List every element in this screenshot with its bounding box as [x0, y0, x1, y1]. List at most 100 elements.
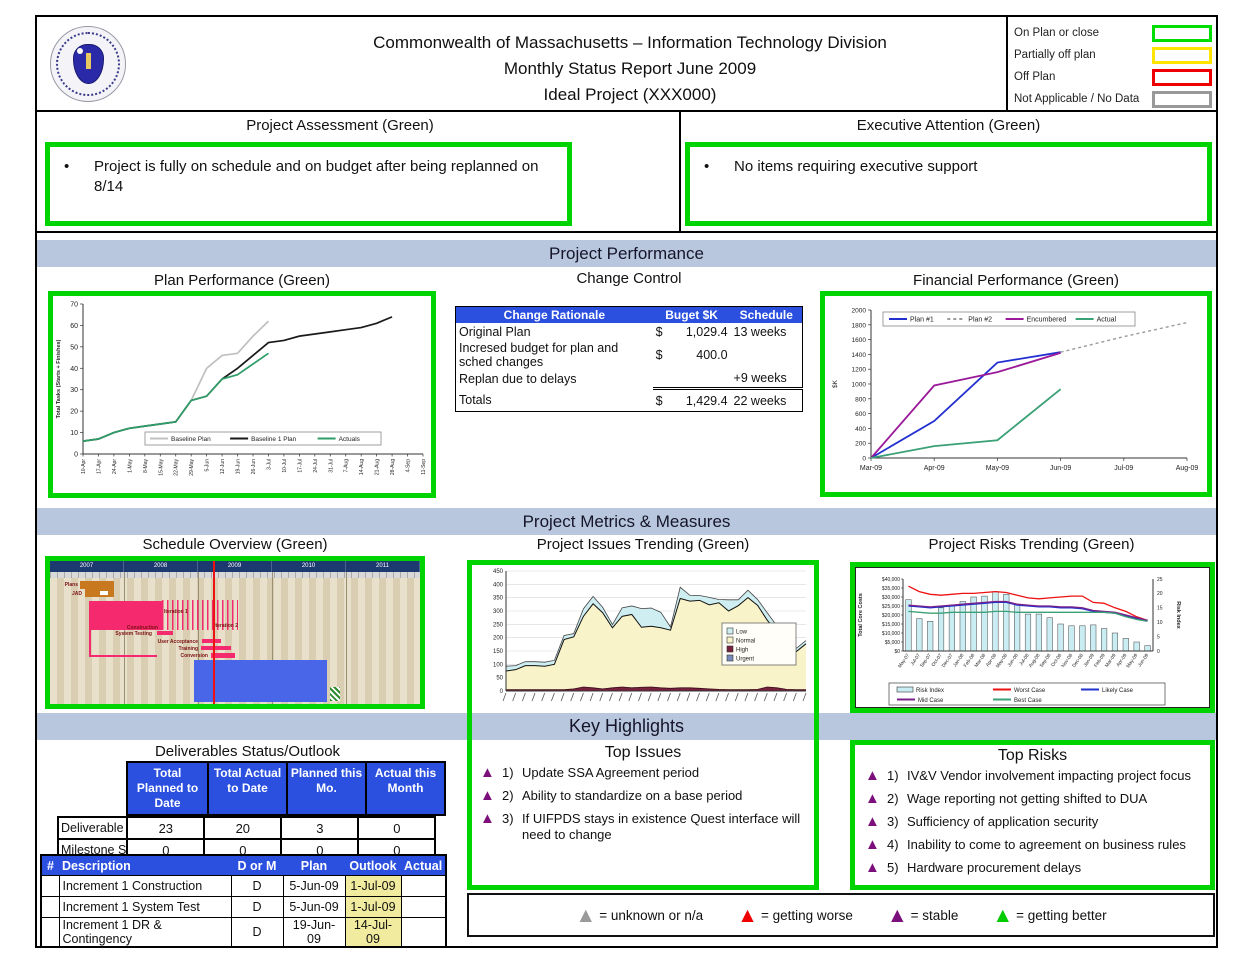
gantt-bracket-h	[89, 655, 157, 657]
risk-index-bar	[927, 621, 934, 652]
svg-text:24-Apr: 24-Apr	[112, 459, 118, 474]
status-legend-swatch	[1152, 46, 1212, 64]
seal-figure	[86, 53, 91, 69]
stable-triangle-icon: ▲	[865, 813, 880, 830]
item-text: Wage reporting not getting shifted to DU…	[907, 791, 1148, 806]
series-Mid Case	[908, 600, 1148, 622]
svg-text:2000: 2000	[852, 308, 867, 315]
svg-text:60: 60	[70, 323, 78, 330]
area-normal	[506, 597, 806, 691]
svg-text:17-Jul: 17-Jul	[297, 459, 303, 473]
gantt-year-label: 2008	[124, 561, 198, 572]
band-project-performance: Project Performance	[37, 240, 1216, 267]
plan-performance-chart: 0 10 20 30 40 50 60 70 10-Apr 17-Apr 24-Apr 1-May 8-…	[56, 302, 427, 476]
deliverables-header-cell: Total Planned to Date	[128, 763, 207, 814]
status-legend-item: On Plan or close	[1014, 22, 1212, 44]
report-title-line2: Monthly Status Report June 2009	[503, 59, 757, 78]
svg-text:5-Jun: 5-Jun	[205, 459, 211, 472]
list-item: ▲ 2) Ability to standardize on a base peri…	[480, 788, 808, 804]
page-frame	[35, 15, 1218, 948]
trend-legend-item: ▲ = stable	[887, 905, 958, 926]
trend-legend-item: ▲ = unknown or n/a	[575, 905, 703, 926]
massachusetts-seal-logo	[50, 26, 126, 102]
svg-text:$10,000: $10,000	[882, 631, 900, 637]
deliverables-header-cell: Planned this Mo.	[286, 763, 365, 814]
item-text: Ability to standardize on a base period	[522, 788, 743, 803]
financial-performance-chart: 0 200 400 600 800 1000 1200 1400 1600 1800 2000 Mar…	[832, 308, 1199, 473]
svg-text:20: 20	[70, 409, 78, 416]
item-number: 1)	[502, 765, 514, 780]
trend-triangle-icon: ▲	[575, 903, 597, 927]
gantt-task-label: Training	[178, 646, 198, 652]
row-label: Deliverable	[56, 816, 129, 840]
svg-text:400: 400	[855, 426, 866, 433]
col-description: Description	[59, 855, 231, 876]
svg-text:Aug-09: Aug-09	[1176, 465, 1199, 472]
gantt-tick-strip	[50, 572, 420, 578]
table-cell: D	[230, 896, 284, 918]
gantt-year-gridline	[272, 572, 273, 704]
svg-text:Total Tasks (Starts + Finishes: Total Tasks (Starts + Finishes)	[56, 339, 62, 418]
assessment-title: Project Assessment (Green)	[246, 117, 434, 134]
table-cell	[400, 917, 447, 948]
svg-text:22-May: 22-May	[174, 459, 180, 476]
svg-text:$40,000: $40,000	[882, 577, 900, 583]
svg-text:20: 20	[1157, 591, 1163, 597]
svg-text:4-Sep: 4-Sep	[406, 459, 412, 473]
list-item: ▲ 3) Sufficiency of application security	[865, 814, 1204, 830]
table-row-totals: Totals $ 1,429.4 22 weeks	[456, 387, 803, 412]
item-text: Hardware procurement delays	[907, 860, 1082, 875]
seal-ring	[56, 32, 120, 96]
svg-text:$K: $K	[832, 379, 839, 388]
svg-text:200: 200	[855, 441, 866, 448]
item-number: 3)	[887, 814, 899, 829]
item-number: 1)	[887, 768, 899, 783]
table-cell: Incresed budget for plan and sched chang…	[459, 341, 619, 369]
svg-text:Low: Low	[736, 630, 748, 636]
svg-text:Likely Case: Likely Case	[1102, 688, 1134, 694]
table-cell: Original Plan	[459, 325, 531, 339]
table-cell: 3	[280, 816, 360, 840]
item-text: IV&V Vendor involvement impacting projec…	[907, 768, 1191, 783]
item-text: Sufficiency of application security	[907, 814, 1099, 829]
table-cell: +9 weeks	[733, 371, 787, 385]
svg-text:15-May: 15-May	[158, 459, 164, 476]
gantt-bracket-v	[89, 630, 91, 656]
risk-index-bar	[905, 599, 912, 652]
svg-text:29-May: 29-May	[189, 459, 195, 476]
col-schedule: Schedule	[730, 306, 803, 323]
stable-triangle-icon: ▲	[865, 790, 880, 807]
band-key-highlights: Key Highlights	[37, 713, 1216, 740]
table-cell: Replan due to delays	[459, 371, 577, 386]
svg-text:350: 350	[493, 596, 504, 602]
gantt-year-gridline	[346, 572, 347, 704]
risk-index-bar	[1122, 638, 1129, 652]
svg-text:Jun-09: Jun-09	[1050, 465, 1072, 472]
col-budget: Buget $K	[652, 306, 731, 323]
gantt-bar-training	[201, 646, 231, 650]
executive-bullet: • No items requiring executive support	[690, 147, 1207, 177]
gantt-bar-user-acceptance	[202, 639, 221, 643]
table-cell: Increment 1 Construction	[58, 875, 232, 897]
item-text: Inability to come to agreement on busine…	[907, 837, 1186, 852]
gantt-bar-deployment	[194, 660, 327, 702]
table-row: Increment 1 DR & Contingency D 19-Jun-09 14…	[40, 917, 447, 948]
status-legend-label: Not Applicable / No Data	[1014, 93, 1140, 105]
svg-text:100: 100	[493, 662, 504, 668]
report-title-line1: Commonwealth of Massachusetts – Informat…	[373, 33, 887, 52]
series-Best Case	[908, 610, 1148, 622]
report-title-block: Commonwealth of Massachusetts – Informat…	[250, 30, 1010, 108]
schedule-overview-title: Schedule Overview (Green)	[142, 536, 328, 553]
table-cell	[40, 917, 60, 948]
issues-column-box: 0 50 100 150 200 250 300 350 400 450 Low Normal High…	[467, 560, 819, 890]
table-row: Increment 1 System Test D 5-Jun-09 1-Jul-09	[40, 896, 447, 918]
gantt-chart: 2007 2008 2009 2010 2011 Plans JAD Iteration 1 I…	[50, 561, 420, 704]
totals-label: Totals	[459, 392, 492, 407]
item-text: If UIFPDS stays in existence Quest inter…	[522, 811, 801, 842]
svg-text:Risk Index: Risk Index	[1175, 601, 1181, 629]
top-risks-title: Top Risks	[997, 747, 1068, 764]
status-legend-label: Partially off plan	[1014, 49, 1096, 61]
svg-text:Total Core Costs: Total Core Costs	[858, 593, 864, 637]
seal-star	[77, 48, 83, 54]
svg-text:24-Jul: 24-Jul	[313, 459, 319, 473]
